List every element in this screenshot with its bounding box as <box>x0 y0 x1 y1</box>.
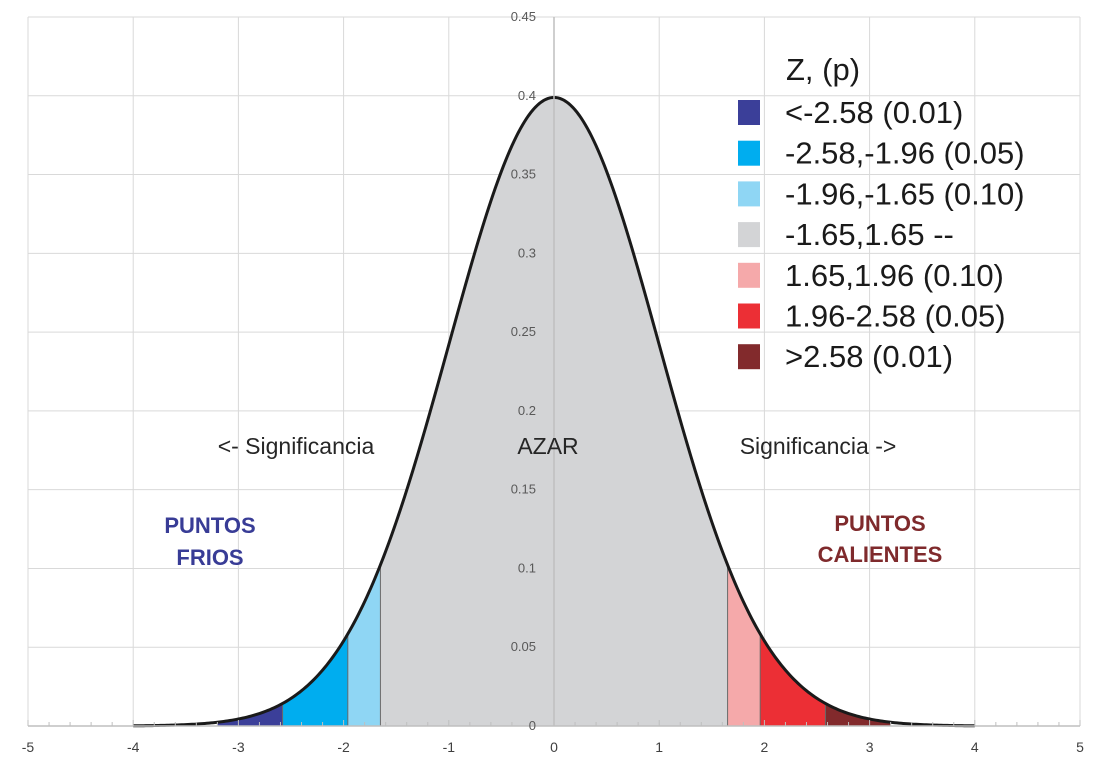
legend-entries: <-2.58 (0.01) -2.58,-1.96 (0.05) -1.96,-1.… <box>738 95 1025 374</box>
x-tick-label: 5 <box>1076 739 1084 755</box>
y-tick-label: 0.45 <box>511 9 536 24</box>
legend-swatch <box>738 262 760 288</box>
legend-swatch <box>738 303 760 329</box>
legend-label: -1.65,1.65 -- <box>785 217 954 252</box>
legend-swatch <box>738 181 760 207</box>
y-tick-label: 0.3 <box>518 245 536 260</box>
tick-labels: -5 -4 -3 -2 -1 0 1 2 3 4 5 0 0.05 0.1 0.15 0.2 0.25 0.3 0.… <box>22 9 1084 755</box>
x-tick-label: -4 <box>127 739 140 755</box>
x-tick-label: -3 <box>232 739 245 755</box>
legend-swatch <box>738 222 760 248</box>
x-tick-label: 0 <box>550 739 558 755</box>
annotations: <- Significancia AZAR Significancia -> P… <box>164 433 942 570</box>
cold-spots-label-line1: PUNTOS <box>164 513 255 538</box>
x-tick-label: 1 <box>655 739 663 755</box>
y-tick-label: 0.35 <box>511 167 536 182</box>
band-area-2 <box>347 564 381 726</box>
hot-spots-label-line2: CALIENTES <box>818 542 943 567</box>
y-tick-label: 0.2 <box>518 403 536 418</box>
x-tick-label: -2 <box>337 739 350 755</box>
y-tick-label: 0.15 <box>511 482 536 497</box>
x-tick-label: 4 <box>971 739 979 755</box>
y-tick-label: 0 <box>529 718 536 733</box>
legend-label: >2.58 (0.01) <box>785 339 953 374</box>
x-tick-label: -1 <box>443 739 456 755</box>
hot-spots-label-line1: PUNTOS <box>834 511 925 536</box>
y-tick-label: 0.4 <box>518 88 536 103</box>
y-tick-label: 0.05 <box>511 639 536 654</box>
x-tick-label: 3 <box>866 739 874 755</box>
legend-title: Z, (p) <box>786 52 860 87</box>
band-area-4 <box>727 564 761 726</box>
y-tick-label: 0.25 <box>511 324 536 339</box>
band-dividers <box>282 564 826 726</box>
legend-label: -2.58,-1.96 (0.05) <box>785 136 1025 171</box>
x-tick-label: 2 <box>761 739 769 755</box>
legend-label: 1.96-2.58 (0.05) <box>785 299 1006 334</box>
legend-label: -1.96,-1.65 (0.10) <box>785 176 1025 211</box>
legend-label: <-2.58 (0.01) <box>785 95 963 130</box>
y-tick-label: 0.1 <box>518 560 536 575</box>
axes <box>27 17 1081 727</box>
center-random-label: AZAR <box>517 433 578 459</box>
x-tick-label: -5 <box>22 739 35 755</box>
left-significance-label: <- Significancia <box>218 433 375 459</box>
right-significance-label: Significancia -> <box>740 433 897 459</box>
legend: Z, (p) <-2.58 (0.01) -2.58,-1.96 (0.05) -1… <box>738 52 1025 374</box>
legend-swatch <box>738 140 760 166</box>
cold-spots-label-line2: FRIOS <box>176 545 243 570</box>
legend-swatch <box>738 100 760 125</box>
legend-swatch <box>738 344 760 370</box>
legend-label: 1.65,1.96 (0.10) <box>785 258 1004 293</box>
